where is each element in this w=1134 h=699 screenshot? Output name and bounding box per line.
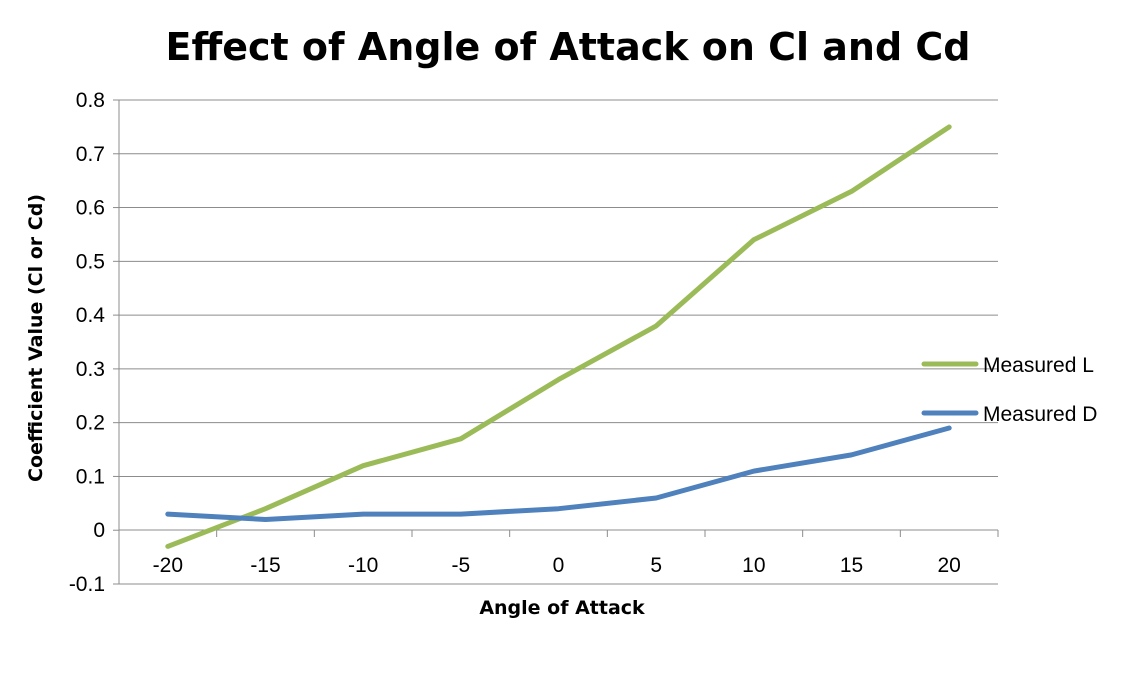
x-tick-label: -5 <box>451 554 470 577</box>
series-lines <box>165 124 952 549</box>
legend: Measured L Measured D <box>921 354 1097 426</box>
x-tick-label: 10 <box>742 554 765 577</box>
y-tick-label: 0.3 <box>76 358 105 381</box>
x-axis-label: Angle of Attack <box>479 597 645 619</box>
x-tick-label: 0 <box>553 554 565 577</box>
x-tick-label: -15 <box>250 554 280 577</box>
legend-label-measured-l: Measured L <box>983 354 1094 377</box>
chart-title: Effect of Angle of Attack on Cl and Cd <box>165 25 970 69</box>
axes: -0.1 0 0.1 0.2 0.3 0.4 0.5 0.6 0.7 0.8 -20 -15 -10 -5… <box>69 89 999 596</box>
y-tick-label: 0.5 <box>76 250 105 273</box>
y-tick-label: 0.7 <box>76 143 105 166</box>
x-tick-label: -10 <box>348 554 378 577</box>
y-axis-label: Coefficient Value (Cl or Cd) <box>25 194 47 482</box>
legend-label-measured-d: Measured D <box>983 403 1097 426</box>
y-tick-label: 0.8 <box>76 89 105 112</box>
x-tick-label: 20 <box>937 554 960 577</box>
series-line-measured-d <box>165 425 952 522</box>
gridlines <box>119 99 998 585</box>
y-tick-label: 0.4 <box>76 304 106 327</box>
x-tick-label: 5 <box>650 554 662 577</box>
y-tick-label: 0.1 <box>76 465 105 488</box>
y-tick-label: 0 <box>93 519 105 542</box>
x-tick-label: 15 <box>840 554 863 577</box>
y-tick-label: -0.1 <box>69 573 105 596</box>
y-tick-label: 0.6 <box>76 197 105 220</box>
x-tick-label: -20 <box>153 554 183 577</box>
y-tick-label: 0.2 <box>76 412 105 435</box>
series-line-measured-l <box>165 124 952 549</box>
